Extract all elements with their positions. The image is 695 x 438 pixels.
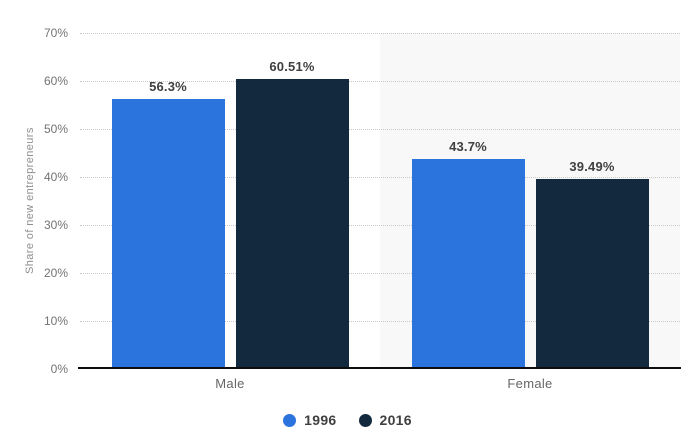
x-axis-line: [78, 367, 681, 369]
bar-male-2016[interactable]: [235, 78, 349, 369]
y-tick-label: 40%: [43, 170, 68, 184]
gridline-30: [80, 225, 680, 226]
x-axis-label-male: Male: [215, 376, 245, 391]
y-tick-label: 60%: [43, 74, 68, 88]
y-tick-label: 0%: [50, 362, 68, 376]
bar-slot: 39.49%: [535, 159, 649, 369]
bar-slot: 43.7%: [411, 139, 525, 369]
legend: 1996 2016: [0, 412, 695, 428]
y-tick-label: 30%: [43, 218, 68, 232]
gridline-50: [80, 129, 680, 130]
bar-female-1996[interactable]: [411, 159, 525, 369]
gridline-70: [80, 33, 680, 34]
legend-item-1996: 1996: [283, 412, 336, 428]
y-tick-label: 20%: [43, 266, 68, 280]
plot-area: 56.3% 60.51% 43.7% 39.49%: [80, 33, 680, 369]
y-tick-label: 70%: [43, 26, 68, 40]
x-axis-label-female: Female: [507, 376, 553, 391]
y-tick-label: 10%: [43, 314, 68, 328]
gridline-20: [80, 273, 680, 274]
legend-label: 2016: [379, 412, 412, 428]
bar-slot: 60.51%: [235, 58, 349, 369]
gridline-10: [80, 321, 680, 322]
legend-marker-icon: [283, 413, 297, 427]
bar-group-male: 56.3% 60.51%: [80, 33, 380, 369]
bar-value-label: 39.49%: [569, 159, 615, 175]
bar-value-label: 43.7%: [449, 139, 487, 155]
gridline-40: [80, 177, 680, 178]
bar-slot: 56.3%: [111, 78, 225, 369]
legend-item-2016: 2016: [358, 412, 412, 428]
bar-value-label: 56.3%: [149, 78, 187, 94]
y-tick-label: 50%: [43, 122, 68, 136]
x-axis-labels: Male Female: [80, 376, 680, 391]
gridline-60: [80, 81, 680, 82]
bar-value-label: 60.51%: [269, 58, 315, 74]
legend-marker-icon: [358, 413, 372, 427]
bar-group-female: 43.7% 39.49%: [380, 33, 680, 369]
bar-female-2016[interactable]: [535, 179, 649, 369]
bar-male-1996[interactable]: [111, 98, 225, 369]
legend-label: 1996: [304, 412, 337, 428]
